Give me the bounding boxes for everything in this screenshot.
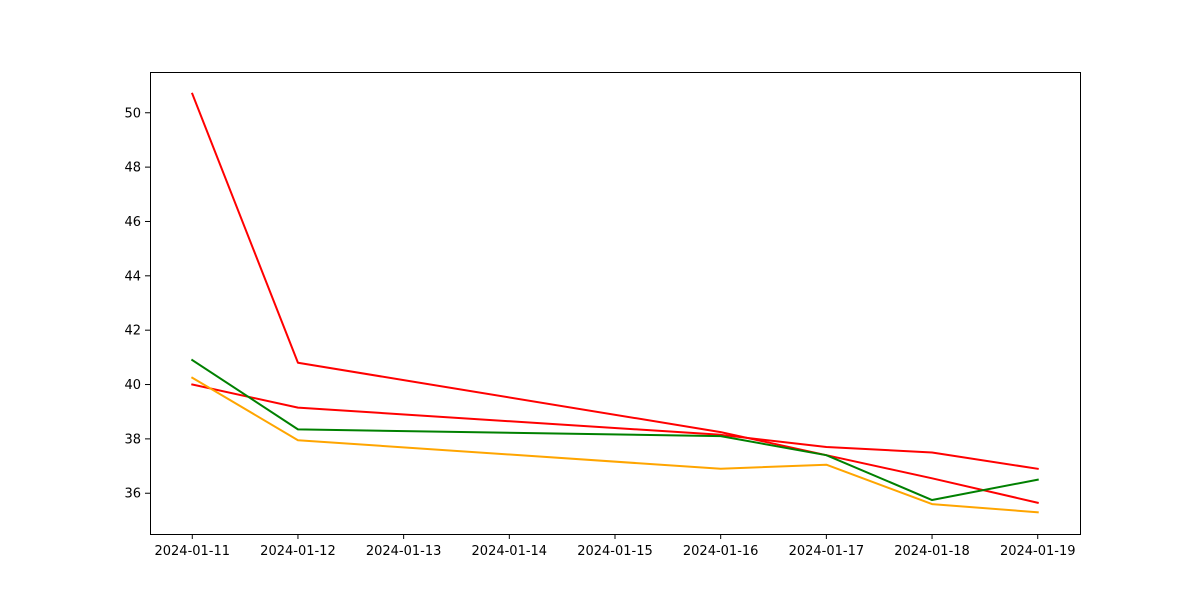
- x-tick-label: 2024-01-18: [894, 544, 970, 559]
- y-tick-label: 48: [124, 161, 141, 176]
- y-tick-label: 36: [124, 487, 141, 502]
- x-tick-label: 2024-01-16: [683, 544, 759, 559]
- series-line-2: [191, 383, 1039, 470]
- x-tick-label: 2024-01-14: [472, 544, 548, 559]
- series-line-4: [190, 376, 1039, 514]
- series-layer: [190, 92, 1039, 514]
- x-tick-label: 2024-01-15: [577, 544, 653, 559]
- y-tick-label: 42: [124, 324, 141, 339]
- plot-frame: [150, 72, 1081, 535]
- series-line-3: [190, 358, 1039, 502]
- x-tick-label: 2024-01-17: [789, 544, 865, 559]
- y-tick-label: 38: [124, 432, 141, 447]
- series-line-1: [190, 92, 1039, 504]
- x-tick-label: 2024-01-11: [154, 544, 230, 559]
- x-axis: 2024-01-11 2024-01-12 2024-01-13 2024-01-14…: [154, 534, 1076, 559]
- y-tick-label: 50: [124, 106, 141, 121]
- y-tick-label: 46: [124, 215, 141, 230]
- x-tick-label: 2024-01-13: [366, 544, 442, 559]
- x-tick-label: 2024-01-19: [1000, 544, 1076, 559]
- y-axis: 36 38 40 42 44 46 48 50: [124, 106, 150, 502]
- y-tick-label: 44: [124, 269, 141, 284]
- y-tick-label: 40: [124, 378, 141, 393]
- x-tick-label: 2024-01-12: [260, 544, 336, 559]
